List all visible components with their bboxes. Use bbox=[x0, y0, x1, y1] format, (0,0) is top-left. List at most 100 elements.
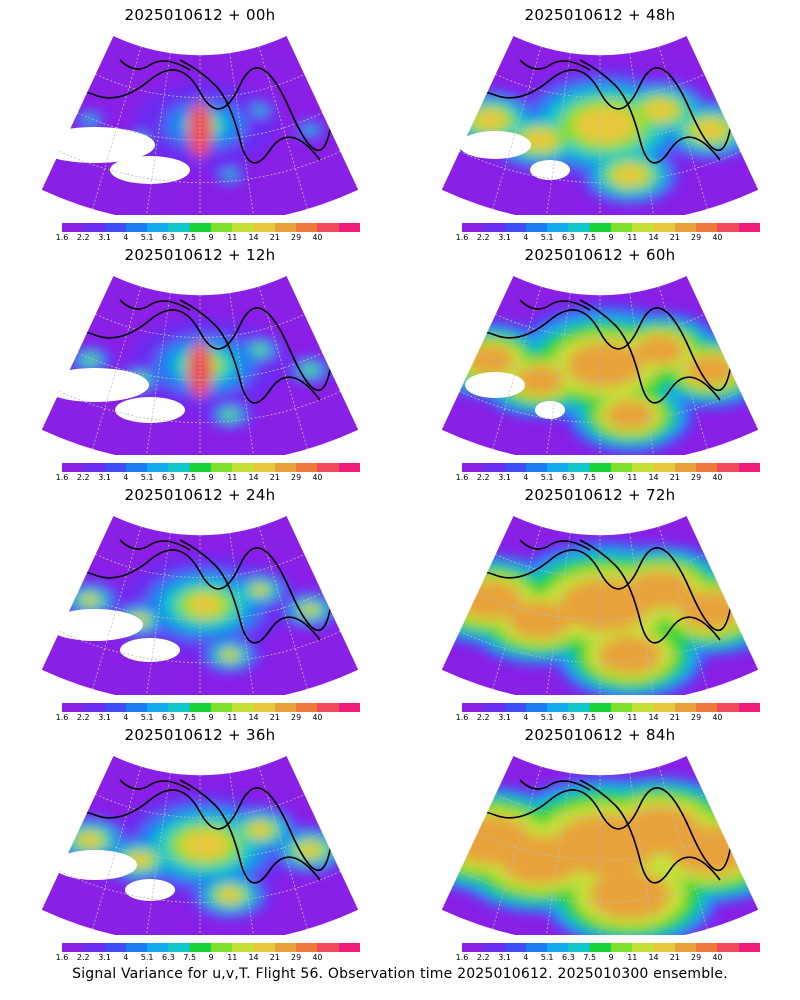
colorbar-tick-label: 14 bbox=[248, 953, 259, 962]
colorbar-swatch bbox=[211, 703, 233, 712]
colorbar-swatch bbox=[232, 223, 255, 232]
variance-map bbox=[441, 515, 759, 695]
colorbar-swatch bbox=[632, 223, 655, 232]
colorbar-swatch bbox=[504, 223, 527, 232]
colorbar-swatch bbox=[696, 703, 718, 712]
colorbar: 1.6 2.2 3.1 4 5.1 6.3 7.5 9 11 14 21 29 40 bbox=[456, 463, 761, 483]
colorbar-tick-label: 4 bbox=[523, 473, 529, 482]
colorbar-tick-label: 21 bbox=[669, 233, 680, 242]
colorbar-tick-label: 9 bbox=[608, 473, 614, 482]
colorbar-swatch bbox=[525, 703, 548, 712]
colorbar-tick-label: 7.5 bbox=[583, 473, 597, 482]
panel-title: 2025010612 + 60h bbox=[524, 246, 676, 264]
panel-title: 2025010612 + 00h bbox=[124, 6, 276, 24]
colorbar-tick-label: 11 bbox=[627, 953, 638, 962]
colorbar-swatch bbox=[253, 463, 276, 472]
colorbar-swatch bbox=[189, 703, 212, 712]
colorbar-swatch bbox=[589, 463, 612, 472]
colorbar-swatch bbox=[253, 703, 276, 712]
colorbar-tick-label: 21 bbox=[269, 713, 280, 722]
colorbar-swatch bbox=[568, 943, 591, 952]
colorbar-swatch bbox=[168, 463, 191, 472]
colorbar-swatch bbox=[653, 703, 676, 712]
colorbar-tick-label: 9 bbox=[608, 713, 614, 722]
panel-title: 2025010612 + 84h bbox=[524, 726, 676, 744]
colorbar-swatch bbox=[674, 703, 697, 712]
colorbar-swatch bbox=[589, 223, 612, 232]
colorbar-tick-label: 1.6 bbox=[55, 713, 69, 722]
colorbar-tick-label: 3.1 bbox=[98, 473, 111, 482]
colorbar-tick-label: 40 bbox=[312, 713, 323, 722]
colorbar-swatch bbox=[189, 943, 212, 952]
colorbar-tick-label: 1.6 bbox=[55, 473, 69, 482]
colorbar-swatch bbox=[83, 943, 106, 952]
variance-map bbox=[41, 35, 359, 215]
colorbar-tick-label: 9 bbox=[208, 713, 214, 722]
colorbar-swatch bbox=[317, 463, 340, 472]
colorbar-tick-label: 3.1 bbox=[98, 713, 111, 722]
map-panel: 2025010612 + 12h 1.6 2.2 3.1 4 5.1 6.3 7.5 9 11 14… bbox=[0, 240, 400, 482]
colorbar-tick-label: 1.6 bbox=[455, 473, 469, 482]
colorbar-swatch bbox=[125, 703, 148, 712]
colorbar-tick-label: 11 bbox=[627, 233, 638, 242]
colorbar-tick-label: 1.6 bbox=[55, 233, 69, 242]
colorbar-tick-label: 7.5 bbox=[183, 953, 197, 962]
colorbar-tick-label: 29 bbox=[691, 233, 702, 242]
colorbar-tick-label: 2.2 bbox=[76, 473, 90, 482]
colorbar-tick-label: 21 bbox=[669, 953, 680, 962]
colorbar-tick-label: 4 bbox=[123, 473, 129, 482]
colorbar-swatch bbox=[611, 223, 633, 232]
colorbar-swatch bbox=[274, 223, 297, 232]
colorbar-swatch bbox=[611, 463, 633, 472]
variance-map bbox=[441, 35, 759, 215]
colorbar-swatch bbox=[62, 463, 84, 472]
colorbar-tick-label: 14 bbox=[248, 473, 259, 482]
colorbar-swatch bbox=[653, 463, 676, 472]
colorbar-tick-label: 40 bbox=[312, 953, 323, 962]
colorbar-swatch bbox=[696, 943, 718, 952]
colorbar-swatch bbox=[104, 943, 127, 952]
colorbar-swatch bbox=[147, 463, 169, 472]
colorbar-swatch bbox=[717, 463, 740, 472]
colorbar-tick-label: 14 bbox=[248, 713, 259, 722]
colorbar-swatch bbox=[83, 463, 106, 472]
colorbar-swatch bbox=[462, 223, 484, 232]
map-panel: 2025010612 + 24h 1.6 2.2 3.1 4 5.1 6.3 7.5 9 11 14… bbox=[0, 480, 400, 722]
colorbar-swatch bbox=[274, 943, 297, 952]
colorbar-tick-label: 4 bbox=[523, 953, 529, 962]
colorbar-tick-label: 7.5 bbox=[583, 953, 597, 962]
colorbar-tick-label: 2.2 bbox=[476, 233, 490, 242]
colorbar-tick-label: 29 bbox=[291, 713, 302, 722]
colorbar-swatch bbox=[274, 463, 297, 472]
colorbar-swatch bbox=[504, 463, 527, 472]
colorbar-swatch bbox=[525, 943, 548, 952]
colorbar-tick-label: 6.3 bbox=[562, 953, 575, 962]
colorbar-tick-label: 29 bbox=[291, 473, 302, 482]
colorbar-swatch bbox=[738, 223, 761, 232]
colorbar-tick-label: 2.2 bbox=[76, 953, 90, 962]
colorbar-swatch bbox=[717, 943, 740, 952]
colorbar-tick-label: 9 bbox=[608, 233, 614, 242]
colorbar: 1.6 2.2 3.1 4 5.1 6.3 7.5 9 11 14 21 29 40 bbox=[56, 943, 361, 963]
colorbar-swatch bbox=[653, 943, 676, 952]
colorbar-tick-label: 3.1 bbox=[498, 473, 511, 482]
colorbar-tick-label: 6.3 bbox=[162, 233, 175, 242]
colorbar-tick-label: 3.1 bbox=[98, 233, 111, 242]
colorbar-tick-label: 6.3 bbox=[562, 473, 575, 482]
variance-map bbox=[441, 755, 759, 935]
colorbar-swatch bbox=[611, 703, 633, 712]
colorbar-tick-label: 7.5 bbox=[183, 713, 197, 722]
colorbar-swatch bbox=[738, 943, 761, 952]
colorbar-swatch bbox=[568, 463, 591, 472]
colorbar-tick-label: 21 bbox=[269, 953, 280, 962]
colorbar-swatch bbox=[104, 223, 127, 232]
colorbar-swatch bbox=[504, 703, 527, 712]
colorbar-swatch bbox=[125, 463, 148, 472]
variance-map bbox=[41, 515, 359, 695]
colorbar-swatch bbox=[547, 703, 569, 712]
colorbar-swatch bbox=[462, 463, 484, 472]
colorbar-swatch bbox=[62, 223, 84, 232]
colorbar-tick-label: 9 bbox=[608, 953, 614, 962]
colorbar-tick-label: 3.1 bbox=[498, 953, 511, 962]
